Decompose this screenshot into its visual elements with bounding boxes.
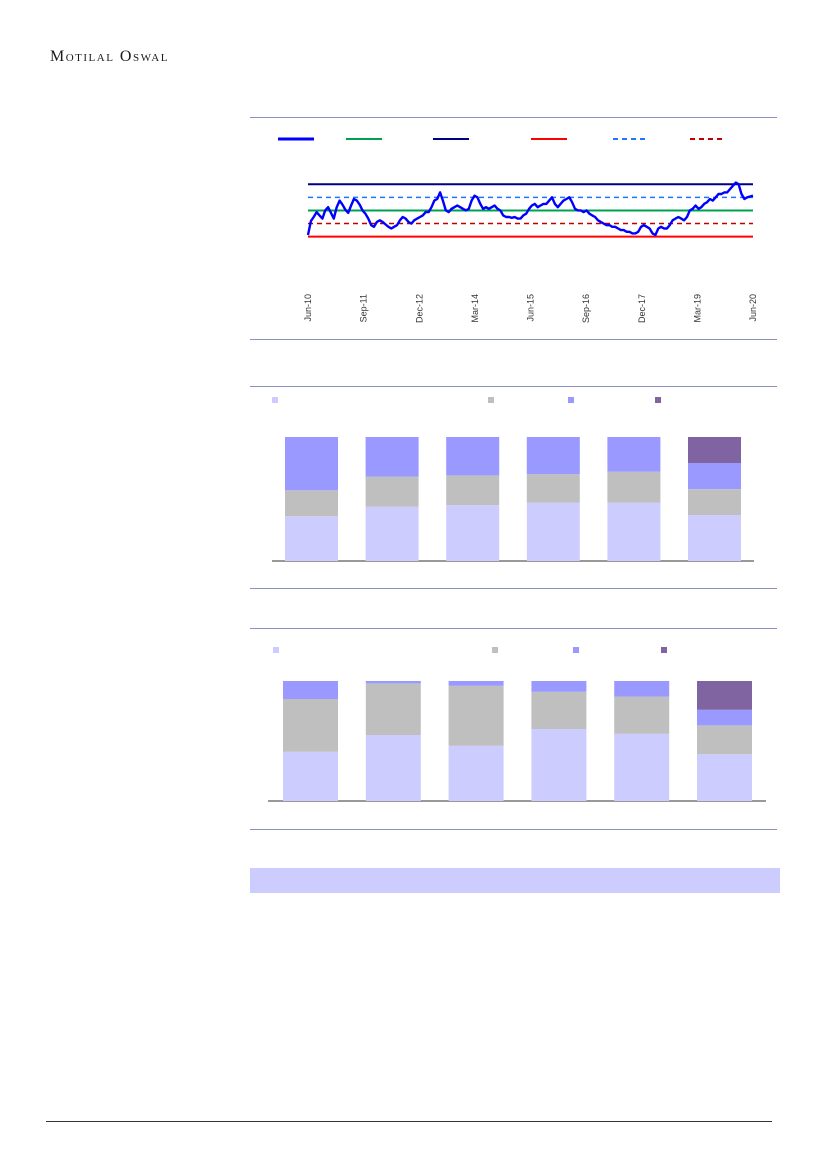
chart2-bar-segment — [285, 490, 338, 517]
chart2-bar-segment — [446, 437, 500, 476]
chart3-legend-cat3 — [573, 647, 579, 653]
chart1-bottom-rule — [250, 339, 777, 340]
chart3-bar-segment — [614, 681, 670, 697]
chart2-bar-segment — [446, 505, 500, 561]
chart2-bar-segment — [688, 489, 741, 516]
chart3-bar-segment — [448, 745, 504, 801]
brand-logo: Motilal Oswal — [50, 48, 169, 65]
chart2-bar-segment — [688, 437, 741, 463]
x-tick-label: Jun-15 — [526, 294, 536, 322]
chart2-bar-segment — [526, 437, 580, 475]
pe-series-line — [306, 181, 754, 237]
chart3-bar-segment — [283, 699, 338, 752]
chart2-top-rule — [250, 386, 777, 387]
chart2-bar-segment — [285, 437, 338, 491]
chart2-bar-segment — [365, 437, 419, 477]
section-shaded-band — [250, 868, 780, 893]
chart2-bar-segment — [688, 515, 741, 561]
pe-band-chart: Jun-10 Sep-11 Dec-12 Mar-14 Jun-15 Sep-16 Dec-… — [278, 137, 758, 323]
x-tick-label: Jun-10 — [303, 294, 313, 322]
chart2-bar-segment — [526, 502, 580, 561]
x-tick-label: Dec-17 — [637, 294, 647, 323]
chart3-legend-cat1 — [273, 647, 279, 653]
chart3-bar-segment — [531, 681, 587, 692]
chart3-bar-segment — [365, 683, 421, 735]
chart2-legend-cat3 — [568, 397, 574, 403]
chart3-bar-segment — [283, 751, 338, 801]
stacked-bar-chart-2 — [268, 647, 766, 802]
x-tick-label: Dec-12 — [414, 294, 424, 323]
chart3-bar-segment — [697, 681, 752, 710]
footer-rule — [46, 1121, 772, 1122]
chart2-bar-segment — [365, 476, 419, 507]
chart3-legend-cat2 — [492, 647, 498, 653]
chart2-bar-segment — [607, 471, 661, 503]
chart3-bar-segment — [614, 733, 670, 801]
chart2-legend-cat1 — [272, 397, 278, 403]
x-tick-label: Sep-16 — [581, 294, 591, 323]
x-tick-label: Sep-11 — [359, 294, 369, 322]
chart2-legend-cat4 — [655, 397, 661, 403]
chart3-bar-segment — [531, 691, 587, 729]
chart3-bar-segment — [448, 681, 504, 686]
chart3-bar-segment — [697, 709, 752, 726]
chart3-bar-segment — [614, 696, 670, 734]
chart2-bar-segment — [607, 437, 661, 472]
chart3-bar-segment — [448, 685, 504, 746]
chart3-bar-segment — [697, 754, 752, 801]
chart2-bar-segment — [365, 506, 419, 561]
chart2-legend-cat2 — [488, 397, 494, 403]
chart3-bar-segment — [283, 681, 338, 699]
chart2-bar-segment — [688, 463, 741, 489]
chart2-bottom-rule — [250, 588, 777, 589]
chart3-legend-cat4 — [661, 647, 667, 653]
chart2-bar-segment — [607, 502, 661, 561]
stacked-bar-chart-1 — [272, 397, 754, 562]
chart3-top-rule — [250, 628, 777, 629]
chart3-bar-segment — [365, 681, 421, 684]
chart3-bar-segment — [365, 735, 421, 801]
chart2-bar-segment — [285, 516, 338, 561]
chart3-bar-segment — [531, 729, 587, 801]
chart1-top-rule — [250, 117, 777, 118]
x-tick-label: Jun-20 — [748, 294, 758, 322]
chart2-bar-segment — [526, 474, 580, 503]
x-tick-label: Mar-14 — [470, 294, 480, 323]
chart3-bar-segment — [697, 725, 752, 755]
chart2-bar-segment — [446, 475, 500, 506]
x-tick-label: Mar-19 — [692, 294, 702, 323]
chart3-bottom-rule — [250, 829, 777, 830]
